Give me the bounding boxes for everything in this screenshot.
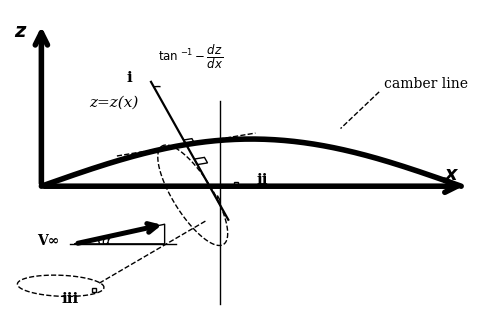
Text: x: x [445,165,458,184]
Text: α: α [102,234,111,248]
Text: $\mathrm{tan}^{\ \mathit{-1}} - \dfrac{dz}{dx}$: $\mathrm{tan}^{\ \mathit{-1}} - \dfrac{d… [158,44,224,71]
Text: z=z(x): z=z(x) [89,95,138,109]
Text: iii: iii [62,292,79,306]
Text: z: z [14,22,26,41]
Text: camber line: camber line [384,77,468,91]
Text: V∞: V∞ [37,234,60,248]
Text: i: i [126,71,132,85]
Text: ii: ii [256,173,268,188]
